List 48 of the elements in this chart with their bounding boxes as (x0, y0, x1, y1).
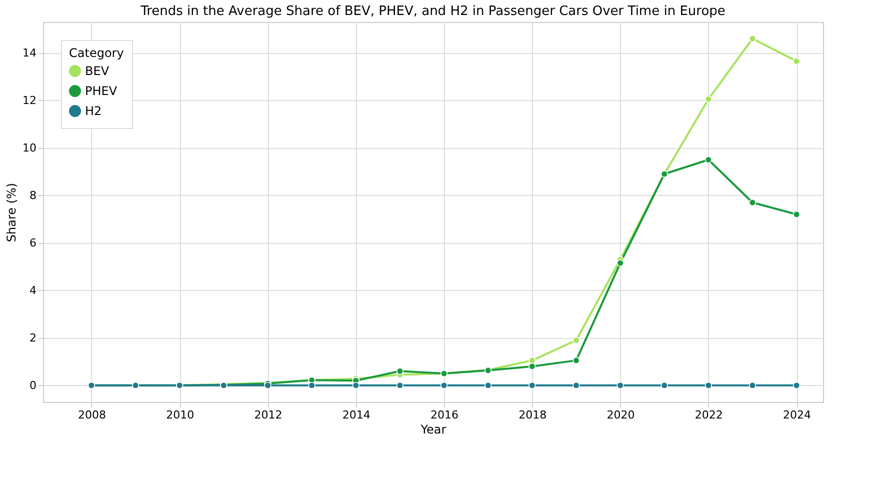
x-tick-label: 2018 (518, 408, 547, 422)
point (704, 382, 712, 389)
point (528, 356, 536, 364)
x-tick-label: 2012 (254, 408, 282, 422)
point (396, 368, 404, 375)
y-tick-label: 6 (30, 236, 36, 250)
x-tick-label: 2016 (430, 408, 459, 422)
x-tick-label: 2024 (783, 408, 812, 422)
x-tick-label: 2020 (606, 408, 635, 422)
y-tick-label: 12 (22, 94, 36, 107)
point (308, 382, 316, 389)
y-tick-label: 0 (30, 378, 36, 392)
y-tick-label: 10 (22, 141, 36, 154)
chart-title: Trends in the Average Share of BEV, PHEV, and H2 in Passenger Cars Over Time in Europe (140, 4, 726, 19)
point (748, 382, 756, 389)
point (748, 198, 756, 206)
point (352, 382, 360, 389)
point (616, 382, 624, 389)
y-axis-title: Share (%) (4, 182, 19, 242)
point (660, 382, 668, 389)
x-tick-label: 2014 (342, 408, 370, 422)
point (572, 356, 580, 364)
point (396, 382, 404, 389)
x-tick-label: 2010 (166, 408, 194, 422)
legend-title: Category (69, 46, 124, 60)
x-tick-label: 2022 (694, 408, 723, 422)
point (484, 382, 492, 389)
legend-label: PHEV (85, 84, 118, 98)
x-axis-title: Year (420, 422, 446, 436)
y-tick-label: 2 (30, 331, 36, 344)
point (572, 382, 580, 389)
point (792, 382, 800, 389)
point (616, 260, 624, 267)
point (748, 35, 756, 42)
point (704, 96, 712, 103)
point (440, 382, 448, 389)
point (792, 210, 800, 218)
point (572, 336, 580, 344)
x-tick-label: 2008 (78, 408, 106, 422)
legend-label: H2 (85, 104, 102, 118)
point (704, 156, 712, 164)
point (792, 58, 800, 65)
y-tick-label: 14 (22, 46, 36, 60)
y-tick-label: 4 (30, 284, 36, 297)
point (528, 362, 536, 370)
point (528, 382, 536, 389)
legend-label: BEV (85, 64, 110, 78)
y-tick-label: 8 (30, 188, 36, 202)
